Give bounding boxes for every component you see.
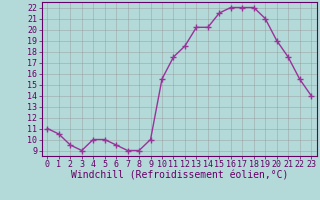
X-axis label: Windchill (Refroidissement éolien,°C): Windchill (Refroidissement éolien,°C) <box>70 171 288 181</box>
